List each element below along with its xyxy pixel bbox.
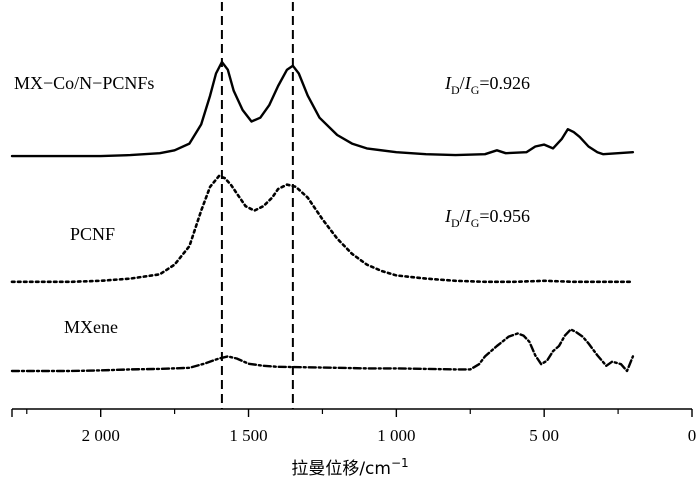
intensity-ratio-annotation: ID/IG=0.956 — [444, 206, 530, 230]
x-tick-label: 5 00 — [529, 426, 559, 445]
series-line-pcnf — [10, 174, 635, 284]
x-tick-label: 0 — [688, 426, 697, 445]
series-line-mx-co-n-pcnfs — [10, 60, 635, 158]
intensity-ratio-annotation: ID/IG=0.926 — [444, 73, 530, 97]
series-label: MX−Co/N−PCNFs — [14, 73, 154, 93]
x-axis-label: 拉曼位移/cm−1 — [291, 456, 408, 479]
series-label: PCNF — [70, 224, 115, 244]
series-label: MXene — [64, 317, 118, 337]
x-tick-label: 2 000 — [82, 426, 120, 445]
x-tick-label: 1 000 — [377, 426, 415, 445]
series-line-mxene — [10, 328, 635, 373]
x-tick-label: 1 500 — [229, 426, 267, 445]
